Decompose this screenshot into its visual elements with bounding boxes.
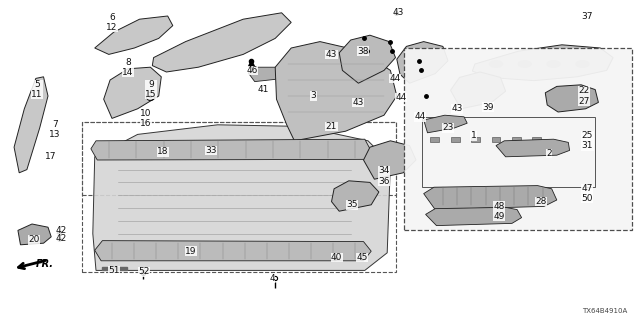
Polygon shape (18, 224, 51, 245)
Polygon shape (14, 77, 48, 173)
Text: 51: 51 (108, 266, 120, 275)
Text: 19: 19 (185, 247, 196, 256)
Text: 48
49: 48 49 (493, 202, 505, 221)
Text: 33: 33 (205, 146, 217, 155)
Text: 7
13: 7 13 (49, 120, 61, 139)
Text: 20: 20 (28, 236, 40, 244)
Bar (422, 117, 595, 187)
Polygon shape (451, 72, 506, 109)
Text: 37: 37 (582, 12, 593, 21)
Circle shape (576, 61, 589, 67)
Text: 43: 43 (393, 8, 404, 17)
Bar (512, 137, 521, 142)
Text: 2: 2 (547, 149, 552, 158)
Text: 43: 43 (326, 50, 337, 59)
Text: 23: 23 (442, 124, 454, 132)
Polygon shape (152, 13, 291, 72)
Polygon shape (93, 125, 390, 270)
Text: 4: 4 (269, 274, 275, 283)
Text: 40: 40 (331, 253, 342, 262)
Text: 44: 44 (415, 112, 426, 121)
Circle shape (518, 61, 531, 67)
Text: 9
15: 9 15 (145, 80, 157, 99)
Text: FR.: FR. (36, 259, 54, 269)
Text: 22
27: 22 27 (578, 86, 589, 106)
Text: 44: 44 (389, 74, 401, 83)
Text: 25
31: 25 31 (582, 131, 593, 150)
Bar (430, 137, 439, 142)
Polygon shape (95, 16, 173, 54)
Text: 28: 28 (535, 197, 547, 206)
Text: 5
11: 5 11 (31, 80, 43, 99)
Text: 6
12: 6 12 (106, 13, 118, 32)
Polygon shape (275, 42, 397, 141)
Polygon shape (424, 186, 557, 210)
Text: 46: 46 (246, 66, 258, 75)
Polygon shape (397, 42, 448, 83)
Text: 52: 52 (138, 268, 150, 276)
Polygon shape (364, 141, 416, 179)
Polygon shape (91, 139, 370, 160)
Text: 39: 39 (482, 103, 493, 112)
Bar (492, 137, 500, 142)
Text: 47
50: 47 50 (581, 184, 593, 203)
Bar (532, 137, 541, 142)
Polygon shape (426, 207, 522, 226)
Polygon shape (332, 181, 379, 211)
Text: 17: 17 (45, 152, 57, 161)
Text: 3: 3 (311, 92, 316, 100)
Text: 41: 41 (258, 85, 269, 94)
Text: 1: 1 (471, 132, 476, 140)
Text: TX64B4910A: TX64B4910A (582, 308, 627, 314)
Text: 42: 42 (55, 234, 67, 243)
Text: 45: 45 (356, 253, 368, 262)
Bar (82, 122, 396, 272)
Text: 42: 42 (55, 226, 67, 235)
Text: 43: 43 (353, 98, 364, 107)
Text: 34
36: 34 36 (378, 166, 390, 186)
Text: 38: 38 (357, 47, 369, 56)
Polygon shape (95, 241, 371, 261)
Text: 21: 21 (326, 122, 337, 131)
Bar (102, 267, 127, 270)
Circle shape (547, 61, 560, 67)
Text: 18: 18 (157, 148, 169, 156)
Text: 8
14: 8 14 (122, 58, 134, 77)
Text: 43: 43 (451, 104, 463, 113)
Polygon shape (472, 45, 613, 81)
Polygon shape (545, 85, 598, 112)
Bar (82, 122, 396, 195)
Text: 44: 44 (396, 93, 407, 102)
Polygon shape (339, 35, 396, 83)
Polygon shape (248, 67, 282, 82)
Text: 35: 35 (346, 200, 358, 209)
Circle shape (490, 61, 502, 67)
Text: 10
16: 10 16 (140, 109, 152, 128)
Bar (404, 48, 632, 230)
Polygon shape (424, 115, 467, 133)
Polygon shape (104, 67, 161, 118)
Bar (451, 137, 460, 142)
Bar (471, 137, 480, 142)
Polygon shape (496, 139, 570, 157)
